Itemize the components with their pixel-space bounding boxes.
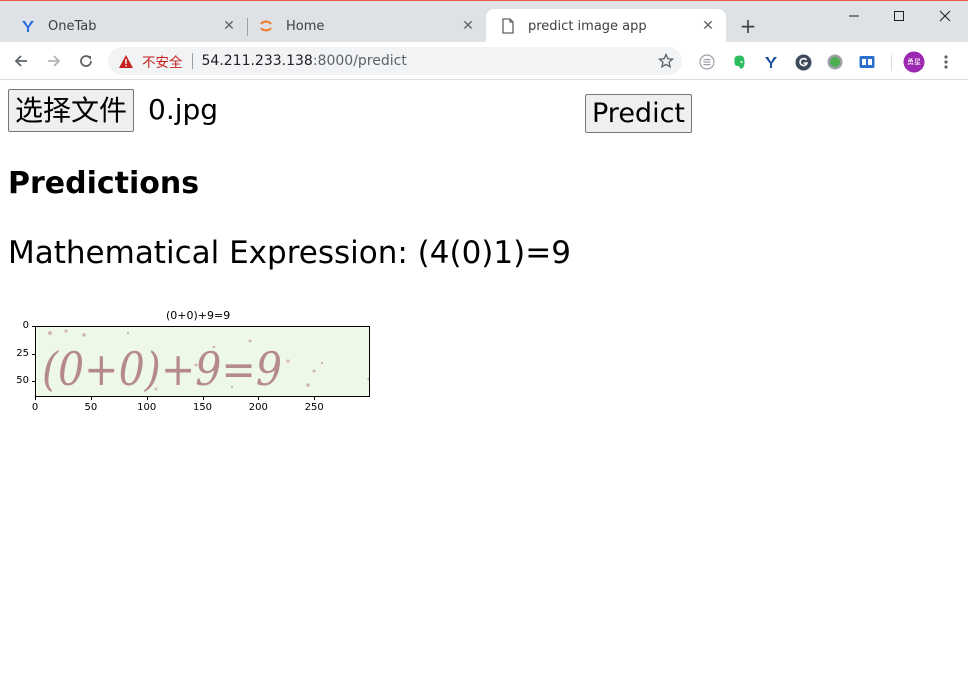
expression-result: Mathematical Expression: (4(0)1)=9: [8, 235, 571, 271]
url-host: 54.211.233.138: [201, 53, 313, 69]
x-tick-mark: [202, 397, 204, 400]
x-tick-mark: [90, 397, 92, 400]
y-tick-label: 25: [16, 347, 29, 359]
x-tick-label: 100: [137, 402, 157, 413]
profile-label: 勇星: [907, 58, 921, 66]
choose-file-button[interactable]: 选择文件: [8, 89, 135, 132]
new-tab-plus-icon[interactable]: +: [739, 14, 757, 38]
selected-file-name: 0.jpg: [148, 93, 219, 126]
expression-value: (4(0)1)=9: [417, 235, 571, 271]
reload-icon[interactable]: [75, 50, 97, 72]
forward-arrow-icon[interactable]: [43, 50, 65, 72]
captcha-image: (0+0)+9=9: [35, 326, 370, 397]
toolbar-separator: [891, 55, 892, 71]
maximize-icon[interactable]: [887, 7, 911, 25]
window-top-border: [0, 0, 968, 1]
reader-extension-icon[interactable]: [858, 53, 876, 71]
x-tick-label: 50: [84, 402, 98, 413]
back-arrow-icon[interactable]: [10, 50, 32, 72]
green-dot-extension-icon[interactable]: [826, 53, 844, 71]
address-bar[interactable]: 不安全 54.211.233.138:8000/predict: [108, 47, 682, 75]
tab-separator: [247, 18, 248, 36]
tab-close-icon[interactable]: ✕: [462, 18, 474, 34]
tab-title: predict image app: [528, 18, 647, 34]
x-tick-label: 200: [248, 402, 268, 413]
security-label[interactable]: 不安全: [142, 55, 183, 71]
x-tick-mark: [258, 397, 260, 400]
x-tick-label: 250: [304, 402, 324, 413]
page-icon: [500, 18, 516, 34]
captcha-text: (0+0)+9=9: [42, 342, 282, 396]
y-tick-mark: [32, 326, 35, 327]
y-tick-mark: [32, 353, 35, 355]
page-content: 选择文件 0.jpg Predict Predictions Mathemati…: [0, 80, 968, 678]
x-tick-mark: [314, 397, 316, 400]
y-tick-mark: [32, 381, 35, 383]
tab-close-icon[interactable]: ✕: [702, 18, 714, 34]
evernote-icon[interactable]: [730, 53, 748, 71]
tab-close-icon[interactable]: ✕: [223, 18, 235, 34]
browser-toolbar: 不安全 54.211.233.138:8000/predict 勇星: [0, 42, 968, 80]
predict-button[interactable]: Predict: [585, 94, 692, 133]
url-path: :8000/predict: [312, 53, 407, 69]
jupyter-icon: [258, 18, 274, 34]
plot-title: (0+0)+9=9: [166, 309, 231, 322]
tab-home[interactable]: Home ✕: [248, 9, 486, 43]
tab-predict-image-app[interactable]: predict image app ✕: [486, 9, 726, 43]
x-tick-label: 0: [31, 402, 39, 413]
menu-kebab-icon[interactable]: [937, 53, 955, 71]
y-tick-label: 0: [22, 320, 29, 331]
x-tick-label: 150: [192, 402, 213, 413]
tab-strip: OneTab ✕ Home ✕ predict image app ✕ +: [0, 1, 968, 43]
expression-label: Mathematical Expression:: [8, 235, 418, 271]
close-window-icon[interactable]: [933, 7, 957, 25]
bookmark-star-icon[interactable]: [657, 52, 675, 69]
x-tick-mark: [146, 397, 148, 400]
y-tick-label: 50: [16, 375, 29, 387]
minimize-icon[interactable]: [842, 7, 866, 25]
warning-triangle-icon[interactable]: [118, 53, 134, 69]
tab-title: OneTab: [48, 18, 97, 34]
onetab-extension-icon[interactable]: [762, 53, 780, 71]
g-extension-icon[interactable]: [794, 53, 812, 71]
tab-onetab[interactable]: OneTab ✕: [0, 9, 247, 43]
predictions-heading: Predictions: [8, 166, 200, 201]
captcha-image-graphic: (0+0)+9=9: [36, 327, 369, 396]
x-tick-mark: [35, 397, 36, 400]
tab-title: Home: [286, 18, 325, 34]
onetab-icon: [20, 18, 36, 34]
address-divider: [191, 53, 193, 69]
profile-avatar[interactable]: 勇星: [903, 51, 925, 73]
grid-extension-icon[interactable]: [698, 53, 716, 71]
